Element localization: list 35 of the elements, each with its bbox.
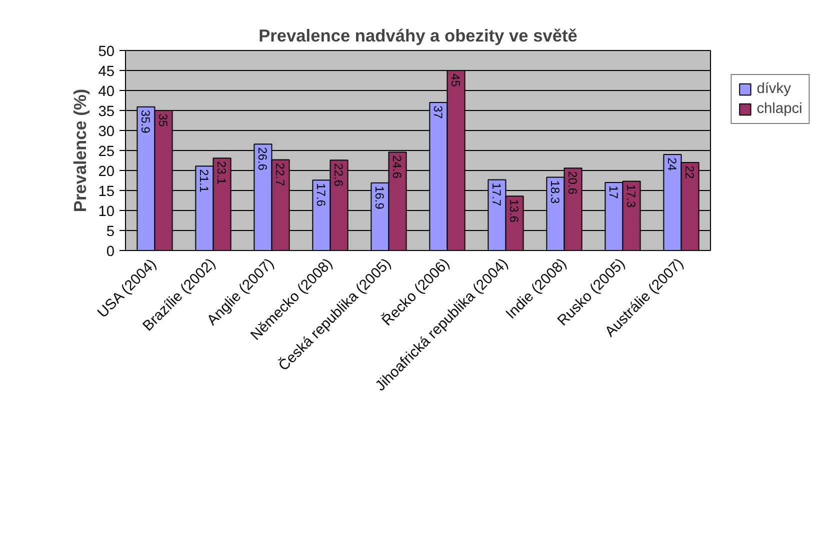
data-label: 22.6 <box>332 163 346 187</box>
data-label: 17.7 <box>489 182 504 206</box>
y-tick-label: 40 <box>98 84 115 100</box>
y-tick-label: 10 <box>98 204 115 220</box>
data-label: 35.9 <box>138 110 152 134</box>
chart-title: Prevalence nadváhy a obezity ve světě <box>258 26 578 46</box>
y-tick-label: 5 <box>106 224 115 240</box>
legend-label: dívky <box>756 80 791 96</box>
y-tick-label: 25 <box>98 144 115 160</box>
y-tick-label: 45 <box>98 64 115 80</box>
legend-label: chlapci <box>756 100 802 116</box>
data-label: 26.6 <box>255 147 270 171</box>
data-label: 24.6 <box>390 155 404 179</box>
data-label: 17.3 <box>624 184 638 208</box>
data-label: 16.9 <box>372 186 386 210</box>
data-label: 22 <box>682 166 697 180</box>
data-label: 17.6 <box>314 183 328 207</box>
data-label: 20.6 <box>566 171 580 195</box>
data-label: 37 <box>430 106 445 120</box>
y-tick-label: 0 <box>106 244 115 260</box>
data-label: 45 <box>448 74 463 88</box>
y-tick-label: 15 <box>98 184 115 200</box>
y-tick-label: 50 <box>98 44 115 60</box>
data-label: 17 <box>606 186 620 200</box>
y-tick-label: 30 <box>98 124 115 140</box>
data-label: 35 <box>156 114 170 128</box>
y-axis-title: Prevalence (%) <box>70 88 90 212</box>
data-label: 22.7 <box>273 162 288 186</box>
data-label: 21.1 <box>196 169 211 193</box>
data-label: 24 <box>664 158 679 172</box>
y-tick-label: 35 <box>98 104 115 120</box>
data-label: 23.1 <box>214 161 229 185</box>
y-tick-label: 20 <box>98 164 115 180</box>
data-label: 18.3 <box>548 180 562 204</box>
data-label: 13.6 <box>507 199 522 223</box>
